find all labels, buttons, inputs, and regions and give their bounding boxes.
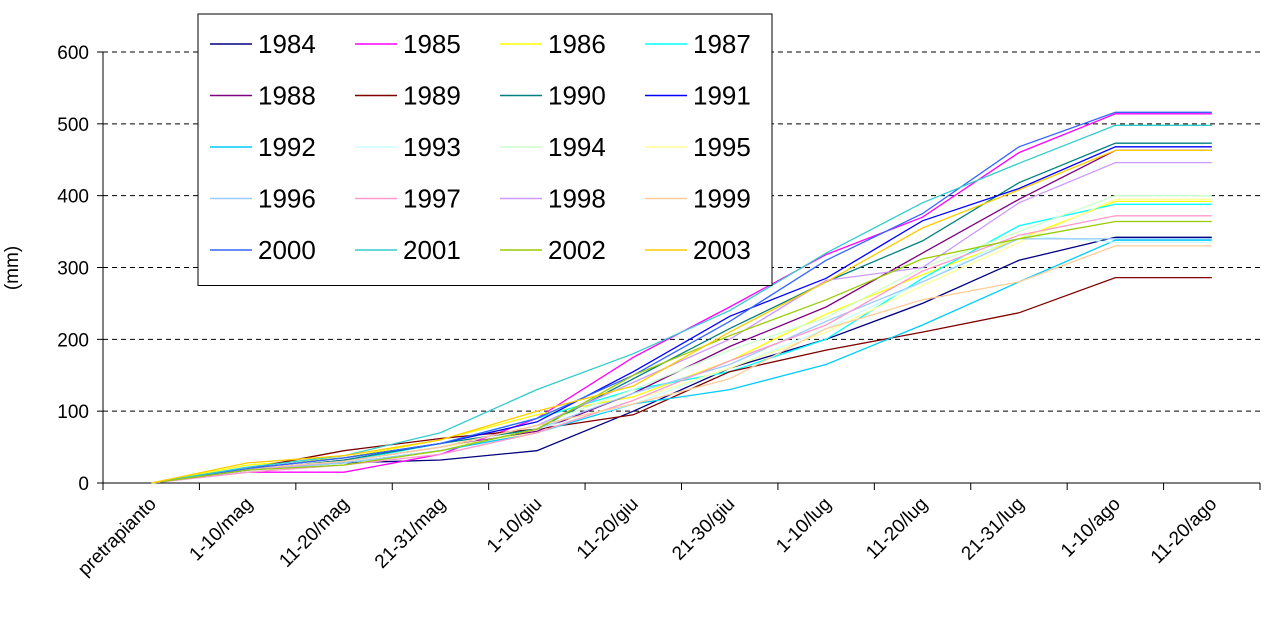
x-tick-label: 21-31/mag: [371, 494, 450, 573]
series-line: [151, 220, 1212, 484]
x-tick-label: 11-20/giu: [573, 494, 643, 564]
legend-label: 1985: [403, 29, 461, 59]
legend-label: 2000: [258, 235, 316, 265]
legend-label: 1996: [258, 184, 316, 214]
x-tick-label: 1-10/mag: [186, 494, 258, 566]
series-line: [151, 111, 1212, 484]
y-tick-label: 500: [57, 115, 89, 136]
legend-label: 1992: [258, 132, 316, 162]
legend-label: 2002: [548, 235, 606, 265]
x-tick-label: 1-10/giu: [483, 494, 546, 557]
legend-label: 1988: [258, 81, 316, 111]
x-tick-label: 11-20/lug: [862, 494, 932, 564]
y-tick-label: 100: [57, 402, 89, 423]
legend-label: 2003: [693, 235, 751, 265]
x-tick-label: 11-20/ago: [1147, 494, 1221, 568]
y-tick-label: 0: [78, 474, 89, 495]
legend-label: 1984: [258, 29, 316, 59]
legend-box: [197, 13, 773, 286]
legend-label: 1994: [548, 132, 606, 162]
series-line: [151, 245, 1212, 484]
legend-label: 1990: [548, 81, 606, 111]
x-tick-label: 21-31/lug: [958, 494, 1029, 565]
x-tick-label: pretrapianto: [74, 494, 161, 581]
legend-label: 1993: [403, 132, 461, 162]
series-line: [151, 142, 1212, 484]
series-line: [151, 124, 1212, 484]
legend-label: 1987: [693, 29, 751, 59]
legend-label: 1995: [693, 132, 751, 162]
series-line: [151, 149, 1212, 484]
series-line: [151, 238, 1212, 484]
x-tick-label: 1-10/lug: [772, 494, 835, 557]
legend-label: 1998: [548, 184, 606, 214]
legend-label: 2001: [403, 235, 461, 265]
x-tick-label: 11-20/mag: [275, 494, 353, 572]
legend-label: 1986: [548, 29, 606, 59]
series-line: [151, 276, 1212, 484]
y-tick-label: 600: [57, 43, 89, 64]
y-tick-label: 200: [57, 330, 89, 351]
legend-label: 1999: [693, 184, 751, 214]
legend-label: 1991: [693, 81, 751, 111]
y-tick-label: 300: [57, 259, 89, 280]
legend-label: 1997: [403, 184, 461, 214]
y-tick-label: 400: [57, 187, 89, 208]
x-tick-label: 21-30/giu: [668, 494, 739, 565]
x-tick-label: 1-10/ago: [1057, 494, 1125, 562]
legend-label: 1989: [403, 81, 461, 111]
y-axis-label: (mm): [2, 246, 23, 290]
